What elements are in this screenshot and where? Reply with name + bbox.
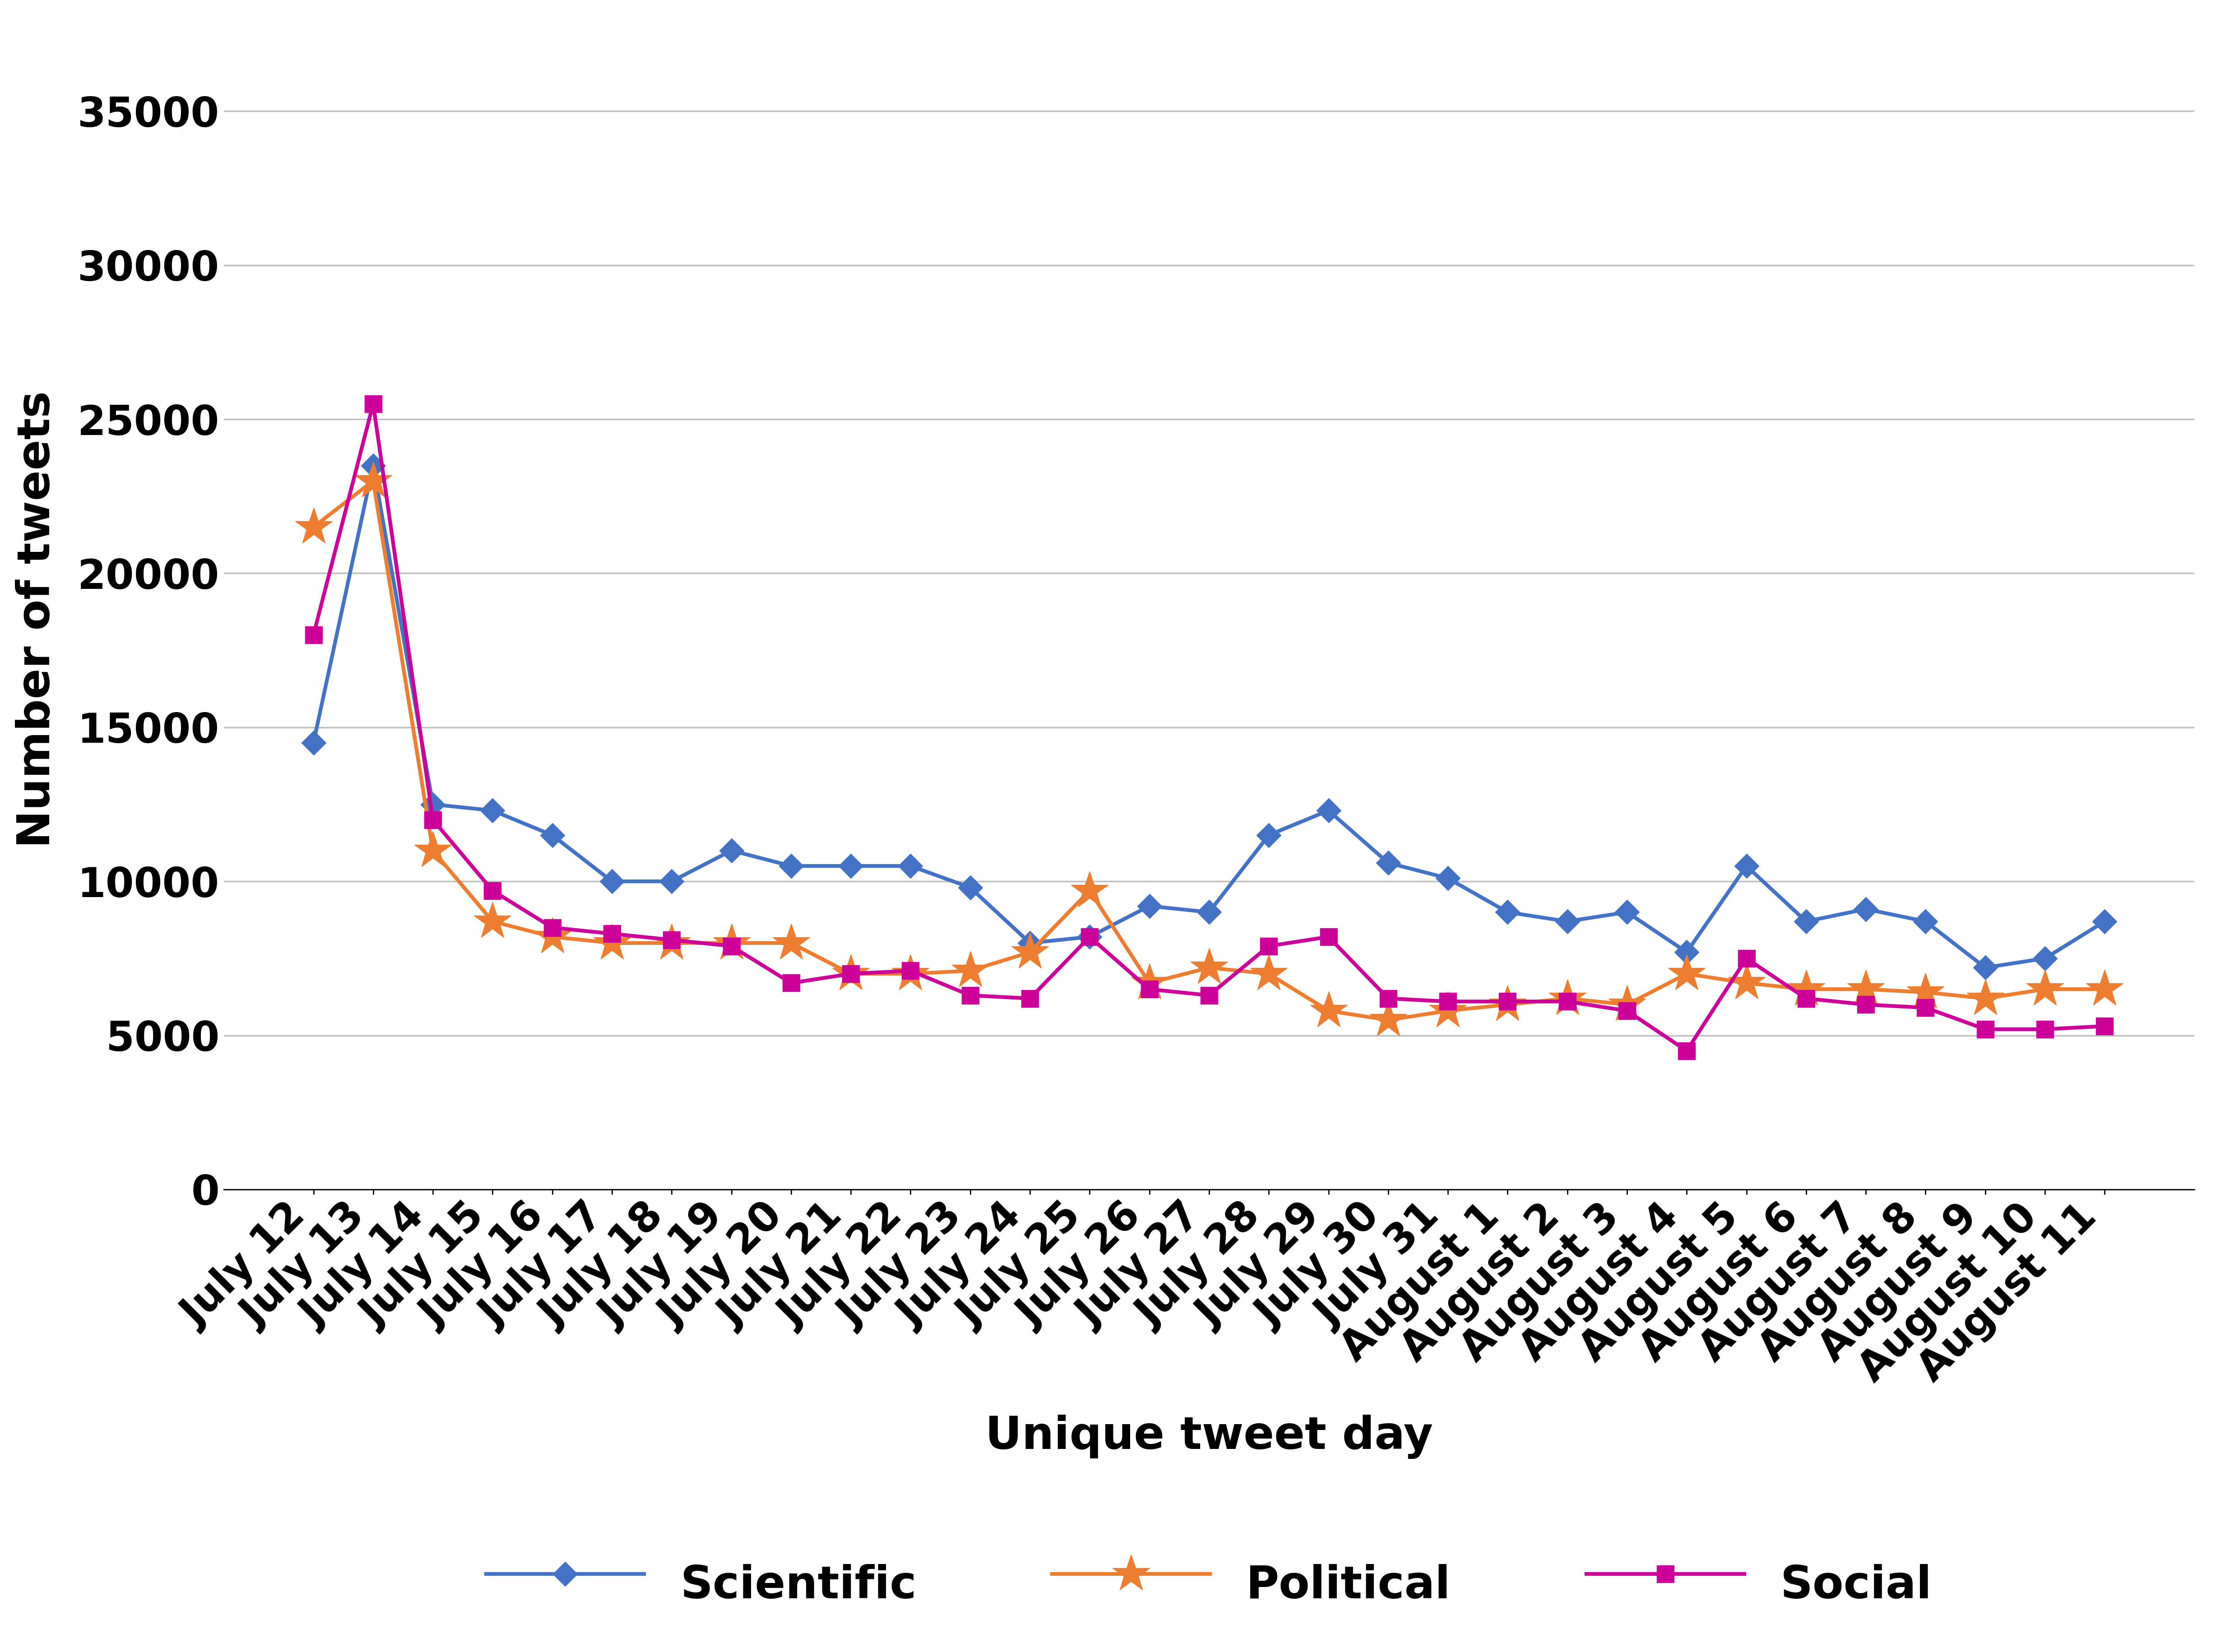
- Social: [1973, 1019, 1999, 1039]
- Political: [1314, 1001, 1341, 1021]
- Political: [1017, 942, 1043, 961]
- Social: [2091, 1016, 2118, 1036]
- Scientific: [1614, 902, 1641, 922]
- Scientific: [1375, 852, 1402, 872]
- Social: [1733, 948, 1760, 968]
- Social: [1673, 1041, 1699, 1061]
- Scientific: [1912, 912, 1939, 932]
- Social: [898, 961, 925, 981]
- Political: [2031, 980, 2058, 999]
- Line: Social: Social: [305, 395, 2114, 1059]
- Social: [1077, 927, 1104, 947]
- Political: [1733, 973, 1760, 993]
- Political: [300, 517, 327, 537]
- Social: [1314, 927, 1341, 947]
- Political: [837, 963, 864, 983]
- Scientific: [1017, 933, 1043, 953]
- Scientific: [598, 872, 625, 892]
- Line: Scientific: Scientific: [305, 456, 2114, 976]
- Social: [419, 809, 446, 829]
- Social: [1017, 988, 1043, 1008]
- Political: [1493, 995, 1520, 1014]
- Political: [1435, 1001, 1462, 1021]
- Social: [1196, 986, 1222, 1006]
- Scientific: [898, 856, 925, 876]
- Social: [719, 937, 746, 957]
- Political: [419, 841, 446, 861]
- Political: [1852, 980, 1879, 999]
- Social: [1852, 995, 1879, 1014]
- Social: [479, 881, 506, 900]
- Scientific: [1733, 856, 1760, 876]
- Political: [1973, 988, 1999, 1008]
- Social: [1793, 988, 1820, 1008]
- Scientific: [1196, 902, 1222, 922]
- Social: [540, 917, 566, 937]
- Scientific: [1852, 899, 1879, 919]
- Political: [1554, 988, 1581, 1008]
- Political: [1196, 958, 1222, 978]
- Scientific: [1135, 895, 1162, 915]
- Scientific: [1973, 958, 1999, 978]
- Political: [540, 927, 566, 947]
- Scientific: [719, 841, 746, 861]
- Social: [1614, 1001, 1641, 1021]
- Political: [1077, 881, 1104, 900]
- Political: [1375, 1009, 1402, 1029]
- Scientific: [1314, 801, 1341, 821]
- Political: [1912, 983, 1939, 1003]
- Scientific: [956, 877, 983, 897]
- Social: [1435, 991, 1462, 1011]
- Legend: Scientific, Political, Social: Scientific, Political, Social: [468, 1531, 1950, 1637]
- Political: [1256, 963, 1283, 983]
- Political: [1793, 980, 1820, 999]
- Scientific: [2031, 948, 2058, 968]
- Social: [658, 930, 685, 950]
- Social: [1375, 988, 1402, 1008]
- Political: [658, 933, 685, 953]
- Political: [2091, 980, 2118, 999]
- Scientific: [1793, 912, 1820, 932]
- Political: [719, 933, 746, 953]
- Scientific: [300, 733, 327, 753]
- Social: [1256, 937, 1283, 957]
- Political: [360, 471, 387, 491]
- Scientific: [1077, 927, 1104, 947]
- Political: [598, 933, 625, 953]
- Scientific: [837, 856, 864, 876]
- Scientific: [540, 826, 566, 846]
- Social: [1912, 998, 1939, 1018]
- Scientific: [1673, 942, 1699, 961]
- Political: [479, 912, 506, 932]
- Social: [300, 624, 327, 644]
- Political: [1614, 995, 1641, 1014]
- Scientific: [1435, 869, 1462, 889]
- Social: [956, 986, 983, 1006]
- Y-axis label: Number of tweets: Number of tweets: [16, 392, 58, 847]
- Scientific: [419, 795, 446, 814]
- Political: [898, 963, 925, 983]
- Scientific: [2091, 912, 2118, 932]
- Social: [837, 963, 864, 983]
- Social: [1135, 980, 1162, 999]
- Scientific: [360, 456, 387, 476]
- Social: [777, 973, 804, 993]
- Scientific: [479, 801, 506, 821]
- Scientific: [658, 872, 685, 892]
- Scientific: [777, 856, 804, 876]
- Political: [1673, 963, 1699, 983]
- Scientific: [1493, 902, 1520, 922]
- Social: [1493, 991, 1520, 1011]
- X-axis label: Unique tweet day: Unique tweet day: [985, 1414, 1433, 1459]
- Social: [2031, 1019, 2058, 1039]
- Political: [956, 961, 983, 981]
- Political: [1135, 973, 1162, 993]
- Political: [777, 933, 804, 953]
- Line: Political: Political: [293, 461, 2125, 1039]
- Scientific: [1554, 912, 1581, 932]
- Scientific: [1256, 826, 1283, 846]
- Social: [1554, 991, 1581, 1011]
- Social: [360, 393, 387, 413]
- Social: [598, 923, 625, 943]
